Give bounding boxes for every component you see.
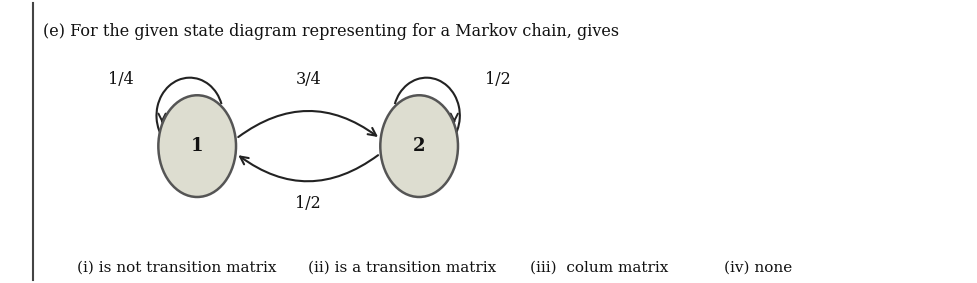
Ellipse shape <box>158 95 236 197</box>
Text: (iii)  colum matrix: (iii) colum matrix <box>531 261 668 275</box>
Text: 1/4: 1/4 <box>108 71 134 88</box>
Text: 3/4: 3/4 <box>295 71 321 88</box>
Text: (e) For the given state diagram representing for a Markov chain, gives: (e) For the given state diagram represen… <box>43 23 618 40</box>
Text: (iv) none: (iv) none <box>724 261 792 275</box>
Text: 2: 2 <box>413 137 425 155</box>
Text: (ii) is a transition matrix: (ii) is a transition matrix <box>308 261 496 275</box>
Ellipse shape <box>380 95 458 197</box>
Text: 1/2: 1/2 <box>485 71 511 88</box>
Text: 1/2: 1/2 <box>295 195 321 212</box>
Text: 1: 1 <box>191 137 203 155</box>
Text: (i) is not transition matrix: (i) is not transition matrix <box>77 261 276 275</box>
